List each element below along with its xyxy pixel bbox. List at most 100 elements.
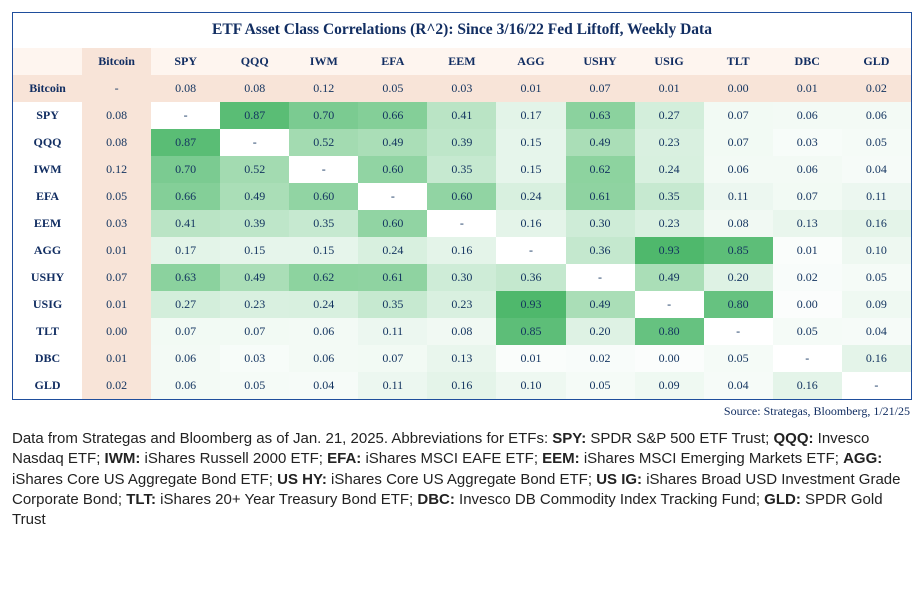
heatmap-cell: 0.12 [82, 156, 151, 183]
etf-abbreviation: QQQ: [774, 430, 814, 447]
heatmap-cell: 0.07 [704, 102, 773, 129]
column-header: GLD [842, 48, 911, 75]
heatmap-cell: 0.16 [427, 372, 496, 399]
heatmap-cell: 0.11 [358, 372, 427, 399]
heatmap-cell: 0.36 [496, 264, 565, 291]
heatmap-cell: 0.07 [151, 318, 220, 345]
heatmap-cell: 0.04 [289, 372, 358, 399]
heatmap-cell: 0.16 [773, 372, 842, 399]
row-header: USHY [13, 264, 82, 291]
heatmap-cell: 0.23 [220, 291, 289, 318]
heatmap-cell: 0.08 [220, 75, 289, 102]
heatmap-cell: 0.16 [842, 345, 911, 372]
heatmap-cell: 0.93 [635, 237, 704, 264]
row-header: IWM [13, 156, 82, 183]
row-header: Bitcoin [13, 75, 82, 102]
heatmap-cell: 0.07 [704, 129, 773, 156]
heatmap-cell: 0.63 [566, 102, 635, 129]
row-header: EEM [13, 210, 82, 237]
heatmap-cell: 0.04 [704, 372, 773, 399]
heatmap-cell: - [151, 102, 220, 129]
heatmap-cell: - [82, 75, 151, 102]
heatmap-cell: 0.87 [151, 129, 220, 156]
etf-abbreviation: EEM: [542, 450, 580, 467]
heatmap-cell: 0.05 [704, 345, 773, 372]
heatmap-cell: 0.01 [496, 75, 565, 102]
heatmap-cell: 0.00 [773, 291, 842, 318]
heatmap-cell: - [289, 156, 358, 183]
heatmap-cell: - [566, 264, 635, 291]
heatmap-cell: 0.06 [773, 156, 842, 183]
column-header: QQQ [220, 48, 289, 75]
heatmap-cell: 0.11 [842, 183, 911, 210]
heatmap-cell: 0.41 [427, 102, 496, 129]
heatmap-cell: 0.03 [427, 75, 496, 102]
etf-abbreviation: TLT: [126, 491, 156, 508]
heatmap-cell: 0.20 [704, 264, 773, 291]
heatmap-cell: 0.39 [220, 210, 289, 237]
heatmap-cell: 0.70 [289, 102, 358, 129]
heatmap-cell: 0.36 [566, 237, 635, 264]
heatmap-cell: 0.24 [635, 156, 704, 183]
heatmap-cell: 0.17 [496, 102, 565, 129]
heatmap-cell: 0.30 [566, 210, 635, 237]
heatmap-cell: 0.27 [635, 102, 704, 129]
heatmap-cell: 0.01 [773, 237, 842, 264]
heatmap-cell: 0.49 [566, 129, 635, 156]
header-blank [13, 48, 82, 75]
heatmap-cell: 0.35 [427, 156, 496, 183]
heatmap-cell: 0.16 [842, 210, 911, 237]
heatmap-cell: 0.61 [358, 264, 427, 291]
row-header: USIG [13, 291, 82, 318]
heatmap-cell: 0.93 [496, 291, 565, 318]
row-header: EFA [13, 183, 82, 210]
heatmap-cell: 0.24 [289, 291, 358, 318]
heatmap-cell: 0.15 [220, 237, 289, 264]
heatmap-cell: 0.02 [82, 372, 151, 399]
heatmap-cell: 0.08 [427, 318, 496, 345]
etf-abbreviation: GLD: [764, 491, 801, 508]
column-header: TLT [704, 48, 773, 75]
column-header: SPY [151, 48, 220, 75]
heatmap-cell: 0.05 [773, 318, 842, 345]
heatmap-cell: 0.35 [289, 210, 358, 237]
heatmap-cell: 0.07 [773, 183, 842, 210]
heatmap-cell: 0.01 [496, 345, 565, 372]
caption-text: Data from Strategas and Bloomberg as of … [12, 429, 912, 530]
heatmap-cell: - [427, 210, 496, 237]
heatmap-cell: 0.60 [427, 183, 496, 210]
heatmap-cell: 0.49 [566, 291, 635, 318]
heatmap-cell: 0.01 [773, 75, 842, 102]
heatmap-cell: 0.20 [566, 318, 635, 345]
heatmap-cell: 0.16 [496, 210, 565, 237]
column-header: IWM [289, 48, 358, 75]
heatmap-cell: 0.23 [635, 210, 704, 237]
heatmap-cell: 0.35 [358, 291, 427, 318]
heatmap-cell: 0.80 [635, 318, 704, 345]
heatmap-cell: 0.06 [151, 372, 220, 399]
heatmap-cell: 0.01 [635, 75, 704, 102]
heatmap-cell: 0.66 [358, 102, 427, 129]
etf-abbreviation: US IG: [596, 471, 642, 488]
column-header: DBC [773, 48, 842, 75]
heatmap-cell: 0.02 [773, 264, 842, 291]
heatmap-cell: 0.87 [220, 102, 289, 129]
heatmap-cell: 0.49 [635, 264, 704, 291]
heatmap-cell: 0.04 [842, 156, 911, 183]
heatmap-cell: 0.01 [82, 345, 151, 372]
heatmap-cell: - [496, 237, 565, 264]
heatmap-cell: - [358, 183, 427, 210]
heatmap-cell: 0.03 [82, 210, 151, 237]
heatmap-cell: 0.10 [496, 372, 565, 399]
heatmap-cell: 0.11 [704, 183, 773, 210]
heatmap-cell: 0.03 [220, 345, 289, 372]
heatmap-cell: 0.17 [151, 237, 220, 264]
heatmap-cell: 0.01 [82, 237, 151, 264]
heatmap-cell: 0.52 [289, 129, 358, 156]
heatmap-cell: 0.06 [289, 345, 358, 372]
heatmap-cell: 0.09 [635, 372, 704, 399]
heatmap-cell: 0.13 [427, 345, 496, 372]
heatmap-cell: 0.80 [704, 291, 773, 318]
heatmap-cell: 0.00 [82, 318, 151, 345]
heatmap-cell: 0.00 [635, 345, 704, 372]
